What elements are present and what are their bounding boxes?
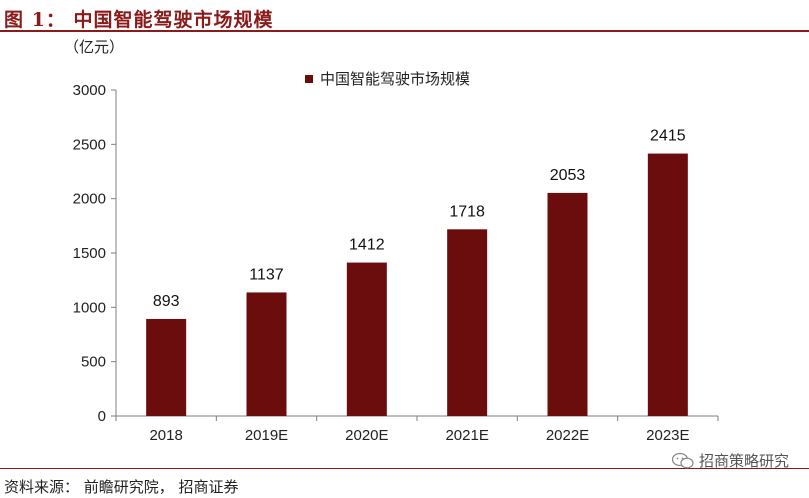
footer-divider [0, 468, 809, 469]
y-tick-label: 1500 [73, 245, 106, 262]
data-label: 2053 [550, 167, 586, 184]
x-tick-label: 2021E [445, 427, 488, 444]
figure-title: 图 1： 中国智能驾驶市场规模 [4, 9, 274, 31]
bar [447, 229, 488, 416]
bar-chart: （亿元） 0 500 1000 1500 2000 2500 3000 893 2018 1137 2… [64, 39, 719, 444]
wechat-icon [671, 452, 694, 468]
y-tick-label: 500 [81, 354, 106, 371]
bar [246, 292, 287, 416]
unit-label: （亿元） [64, 39, 124, 56]
data-label: 1412 [349, 237, 385, 254]
bar [647, 153, 688, 416]
data-label: 893 [153, 293, 180, 310]
bar [146, 318, 187, 416]
figure-footer: 资料来源： 前瞻研究院， 招商证券 招商策略研究 [0, 452, 809, 498]
legend-swatch [305, 75, 313, 83]
source-note: 资料来源： 前瞻研究院， 招商证券 [4, 478, 239, 496]
y-tick-label: 2500 [73, 136, 106, 153]
y-tick-label: 1000 [73, 299, 106, 316]
bar [346, 262, 387, 416]
figure-header: 图 1： 中国智能驾驶市场规模 [0, 0, 809, 34]
title-divider [0, 30, 809, 32]
x-tick-label: 2023E [646, 427, 689, 444]
data-label: 1718 [449, 203, 485, 220]
bar [547, 192, 588, 416]
data-label: 1137 [249, 266, 284, 283]
x-tick-label: 2022E [546, 427, 589, 444]
data-label: 2415 [650, 128, 686, 145]
y-tick-label: 3000 [73, 82, 106, 99]
y-tick-label: 0 [98, 408, 106, 425]
x-tick-label: 2018 [149, 427, 182, 444]
x-tick-label: 2019E [245, 427, 288, 444]
y-tick-label: 2000 [73, 191, 106, 208]
legend-label: 中国智能驾驶市场规模 [320, 70, 470, 88]
watermark-text: 招商策略研究 [698, 452, 789, 470]
watermark: 招商策略研究 [671, 450, 789, 471]
x-tick-label: 2020E [345, 427, 388, 444]
